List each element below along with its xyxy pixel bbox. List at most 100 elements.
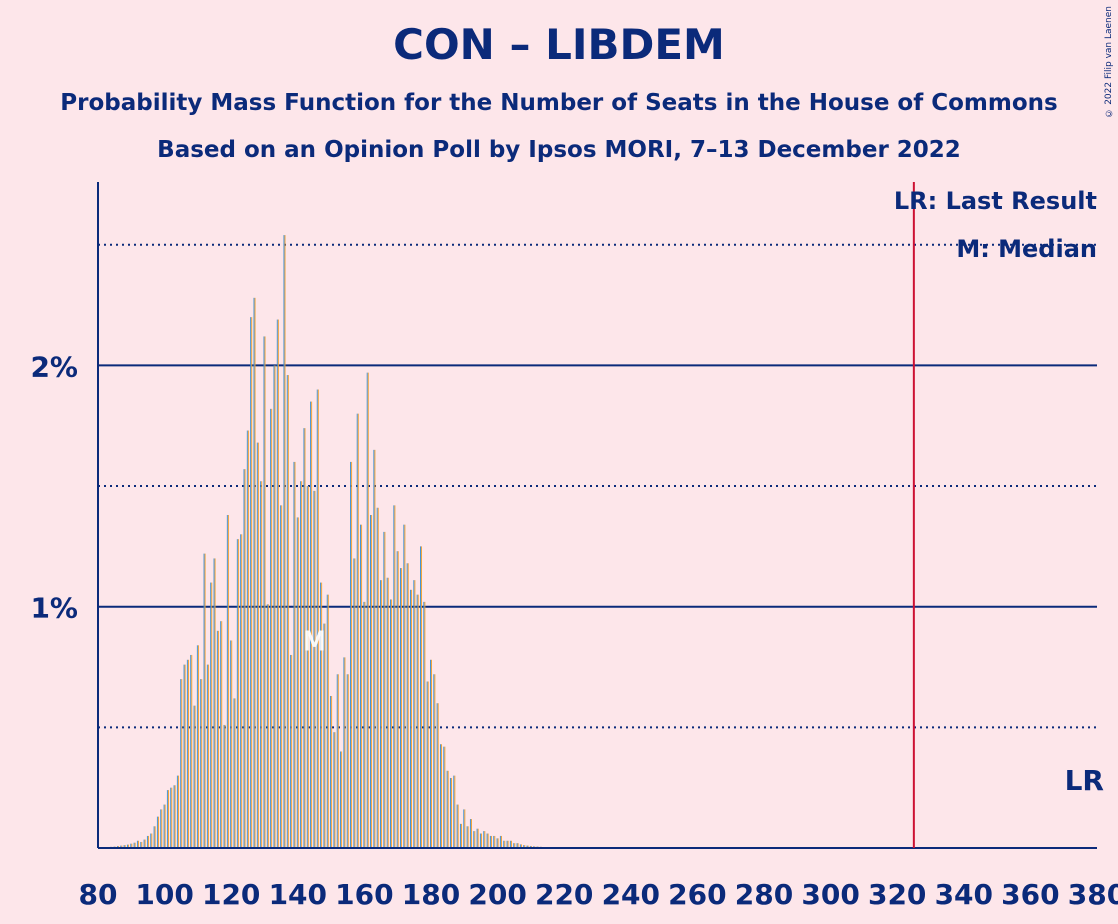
bar-159-last-result (361, 524, 363, 848)
bar-142 (303, 428, 305, 848)
bar-104 (176, 775, 178, 848)
bar-190-last-result (464, 809, 466, 848)
bar-205 (513, 843, 515, 848)
y-tick-label: 1% (30, 592, 78, 625)
bar-158 (356, 413, 358, 848)
bar-114 (210, 582, 212, 848)
bar-152 (336, 674, 338, 848)
bar-179 (426, 681, 428, 848)
bar-207-last-result (520, 844, 522, 848)
bar-164 (376, 507, 378, 848)
bar-88 (123, 845, 125, 848)
bar-105-last-result (181, 679, 183, 848)
bar-131 (266, 604, 268, 848)
chart-subtitle-poll-type: Probability Mass Function for the Number… (60, 90, 1058, 116)
y-axis-ticks: 1% 2% (30, 350, 78, 624)
bar-196 (483, 831, 485, 848)
bar-102 (170, 787, 172, 848)
bar-161-last-result (367, 372, 369, 848)
bar-118 (223, 724, 225, 848)
x-tick-label: 160 (335, 878, 393, 911)
bar-201 (499, 835, 501, 848)
bar-92-last-result (138, 840, 139, 848)
bars (97, 235, 566, 849)
bar-146 (316, 389, 318, 848)
bar-193-last-result (474, 831, 476, 848)
bar-170-last-result (397, 551, 399, 848)
bar-183-last-result (441, 744, 442, 848)
bar-179-last-result (427, 681, 429, 848)
bar-174-last-result (411, 589, 413, 848)
bar-109 (193, 705, 195, 848)
x-tick-label: 260 (668, 878, 726, 911)
bar-122-last-result (237, 539, 239, 848)
bar-166 (383, 531, 385, 848)
bar-131-last-result (267, 604, 269, 848)
bar-87 (120, 845, 122, 848)
chart-title: CON – LIBDEM (393, 20, 725, 69)
bar-184 (443, 746, 445, 848)
bar-175-last-result (414, 580, 416, 848)
bar-183 (439, 744, 441, 848)
bar-185 (446, 770, 448, 848)
bar-125 (246, 430, 248, 848)
bar-137-last-result (287, 375, 289, 848)
bar-178 (423, 601, 425, 848)
bar-139 (293, 461, 295, 848)
bar-104-last-result (177, 775, 179, 848)
bar-100-last-result (164, 804, 166, 848)
bar-192-last-result (471, 819, 472, 848)
bar-193 (473, 831, 475, 848)
x-tick-label: 360 (1001, 878, 1059, 911)
bar-140 (296, 517, 298, 848)
bar-98-last-result (158, 816, 159, 848)
bar-186 (449, 778, 451, 848)
bar-117-last-result (221, 621, 223, 848)
bar-105 (180, 679, 182, 848)
bar-92 (136, 840, 138, 848)
bar-208-last-result (524, 845, 526, 848)
bar-98 (156, 816, 158, 848)
bar-116 (216, 630, 218, 848)
bar-172 (403, 524, 405, 848)
bar-184-last-result (444, 746, 446, 848)
x-tick-label: 300 (801, 878, 859, 911)
bar-117 (220, 621, 222, 848)
bar-203-last-result (507, 840, 509, 848)
bar-165-last-result (381, 580, 383, 848)
bar-167 (386, 577, 388, 848)
bar-126-last-result (251, 317, 253, 848)
bar-140-last-result (297, 517, 299, 848)
x-tick-label: 240 (602, 878, 660, 911)
x-tick-label: 180 (402, 878, 460, 911)
bar-200 (496, 838, 498, 848)
bar-103-last-result (174, 785, 176, 848)
bar-204 (509, 840, 511, 848)
bar-201-last-result (500, 835, 502, 848)
bar-208 (523, 845, 525, 848)
bar-161 (366, 372, 368, 848)
bar-173-last-result (407, 563, 409, 848)
bar-143 (306, 486, 308, 848)
bar-205-last-result (514, 843, 516, 848)
bar-97 (153, 826, 155, 848)
bar-178-last-result (424, 601, 426, 848)
bar-181 (433, 674, 435, 848)
bar-102-last-result (171, 787, 173, 848)
bar-148 (323, 623, 325, 848)
legend-last-result: LR: Last Result (894, 187, 1097, 215)
bar-110-last-result (197, 645, 199, 848)
bar-89 (126, 844, 128, 848)
x-tick-label: 100 (135, 878, 193, 911)
bar-114-last-result (211, 582, 213, 848)
bar-153-last-result (341, 751, 343, 848)
bar-95-last-result (148, 835, 149, 848)
bar-195-last-result (481, 833, 482, 848)
chart-subtitle-source: Based on an Opinion Poll by Ipsos MORI, … (157, 137, 961, 163)
bar-162 (370, 515, 371, 848)
x-tick-label: 320 (868, 878, 926, 911)
bar-91 (133, 842, 135, 848)
bar-112 (203, 553, 205, 848)
x-tick-label: 380 (1068, 878, 1118, 911)
